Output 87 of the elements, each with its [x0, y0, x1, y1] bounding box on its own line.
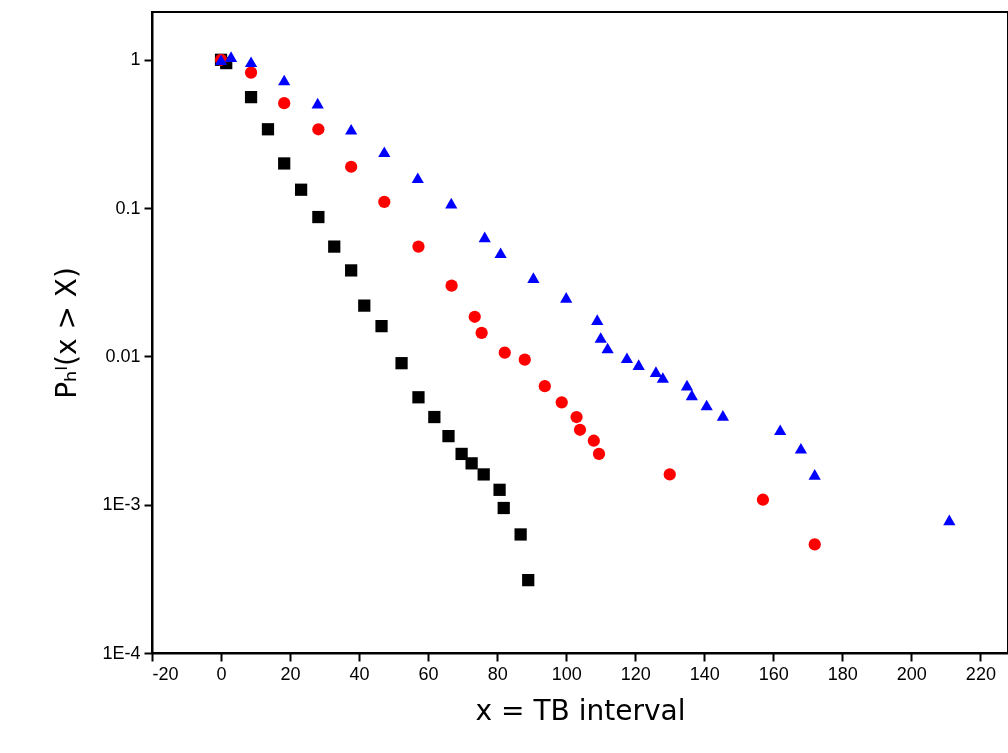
x-tick-label: 200 [896, 663, 927, 684]
point [592, 447, 606, 461]
x-tick-label: 0 [216, 663, 227, 684]
point [345, 264, 358, 277]
x-tick-label: 100 [551, 663, 582, 684]
point [943, 514, 956, 526]
point [378, 195, 391, 209]
point [680, 379, 694, 391]
x-tick-label: 20 [280, 663, 301, 684]
x-tick-label: 80 [487, 663, 508, 684]
point [261, 123, 275, 136]
point [498, 346, 511, 359]
y-axis-title: Pₕˡ(x > X) [50, 267, 84, 399]
point [573, 423, 587, 436]
point [700, 399, 713, 411]
point [428, 410, 441, 424]
point [794, 443, 808, 454]
point [358, 299, 371, 312]
point [756, 493, 770, 506]
point [594, 332, 607, 343]
x-tick-label: 140 [689, 663, 720, 684]
point [395, 357, 408, 370]
point [493, 483, 506, 496]
point [591, 314, 604, 325]
point [774, 424, 787, 436]
point [601, 342, 614, 354]
point [412, 391, 425, 404]
point [478, 231, 491, 243]
point [808, 469, 821, 480]
point [587, 434, 600, 447]
y-tick-label: 1E-3 [102, 494, 141, 515]
y-tick-label: 0.1 [115, 197, 141, 218]
point [497, 501, 510, 515]
point [663, 468, 676, 481]
point [560, 292, 573, 303]
point [445, 279, 458, 292]
point [375, 320, 388, 333]
point [378, 146, 391, 158]
point [518, 353, 531, 366]
point [632, 359, 645, 370]
point [494, 247, 507, 259]
point [455, 447, 468, 461]
y-tick-label: 1 [130, 49, 141, 70]
point [514, 528, 527, 541]
point [244, 56, 258, 68]
point [527, 272, 540, 283]
point [294, 183, 308, 196]
point [411, 172, 424, 184]
point [685, 389, 698, 401]
point [475, 326, 488, 340]
point [345, 123, 358, 135]
point [224, 51, 238, 62]
x-tick-label: 180 [827, 663, 858, 684]
point [649, 366, 663, 377]
point [244, 66, 258, 79]
point [278, 74, 291, 86]
point [656, 372, 669, 383]
point [445, 197, 458, 209]
x-tick-label: 220 [965, 663, 996, 684]
point [477, 468, 490, 481]
point [311, 97, 324, 109]
point [278, 157, 291, 170]
y-tick-label: 0.01 [105, 345, 141, 366]
point [538, 380, 551, 393]
point [345, 160, 358, 173]
point [570, 410, 583, 424]
x-tick-label: 120 [620, 663, 651, 684]
point [312, 210, 325, 224]
point [312, 123, 325, 136]
point [278, 97, 291, 110]
point [808, 538, 821, 551]
y-tick-label: 1E-4 [102, 642, 141, 663]
x-tick-label: -20 [152, 663, 179, 684]
point [555, 396, 568, 409]
point [412, 240, 425, 253]
point [465, 457, 478, 470]
point [522, 574, 535, 587]
point [716, 410, 730, 421]
point [620, 352, 634, 363]
x-tick-label: 160 [758, 663, 789, 684]
point [468, 310, 481, 323]
point [244, 91, 258, 104]
x-tick-label: 60 [418, 663, 439, 684]
x-axis-title: x = TB interval [475, 693, 686, 727]
point [328, 240, 341, 253]
point [442, 430, 455, 443]
x-tick-label: 40 [349, 663, 370, 684]
